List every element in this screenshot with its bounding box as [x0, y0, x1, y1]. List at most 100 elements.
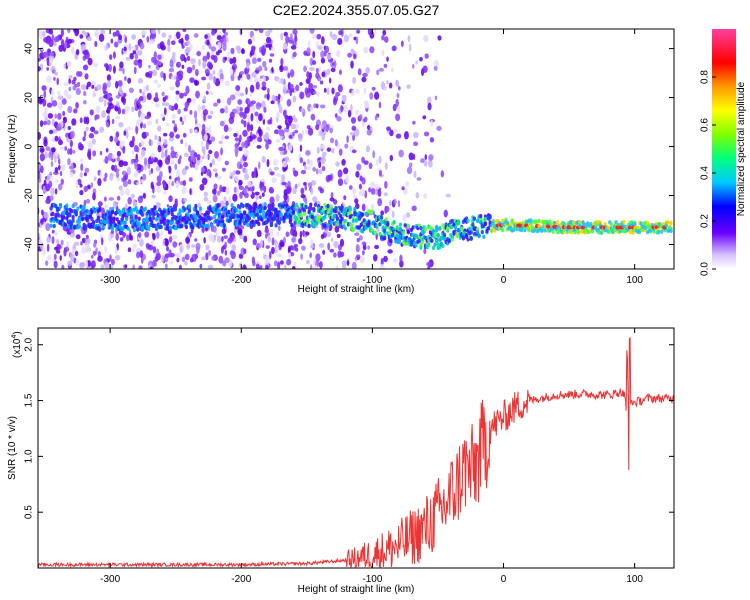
spectrogram-signal-cell [472, 216, 477, 221]
spectrogram-noise-cell [146, 36, 150, 43]
spectrogram-noise-cell [45, 183, 51, 192]
spectrogram-noise-cell [103, 99, 107, 108]
spectrogram-signal-cell [63, 222, 67, 227]
spectrogram-noise-cell [82, 136, 86, 142]
spectrogram-noise-cell [135, 120, 139, 127]
spectrogram-noise-cell [184, 165, 189, 170]
spectrogram-noise-cell [50, 147, 56, 153]
spectrogram-noise-cell [184, 101, 189, 109]
spectrogram-noise-cell [299, 157, 304, 164]
spectrogram-noise-cell [167, 230, 172, 235]
spectrogram-noise-cell [283, 31, 289, 37]
spectrogram-noise-cell [64, 41, 68, 49]
spectrogram-noise-cell [219, 78, 224, 83]
spectrogram-noise-cell [194, 129, 198, 134]
spectrogram-noise-cell [216, 175, 222, 180]
spectrogram-noise-cell [49, 195, 54, 201]
spectrogram-noise-cell [169, 59, 174, 68]
spectrogram-noise-cell [147, 156, 152, 165]
spectrogram-noise-cell [328, 77, 332, 84]
spectrogram-noise-cell [51, 236, 55, 245]
spectrogram-noise-cell [313, 265, 318, 269]
spectrogram-noise-cell [412, 120, 416, 125]
spectrogram-noise-cell [177, 108, 182, 115]
spectrogram-noise-cell [259, 195, 262, 200]
spectrogram-noise-cell [243, 235, 248, 243]
spectrogram-signal-cell [134, 206, 138, 211]
spectrogram-noise-cell [67, 260, 73, 266]
spectrogram-noise-cell [174, 163, 178, 170]
spectrogram-noise-cell [352, 133, 356, 141]
spectrogram-noise-cell [276, 173, 282, 178]
spectrogram-signal-cell [153, 205, 157, 211]
spectrogram-noise-cell [372, 150, 376, 159]
spectrogram-noise-cell [335, 161, 340, 167]
spectrogram-signal-cell [589, 222, 593, 227]
spectrogram-noise-cell [244, 173, 250, 181]
y-tick-label: 0 [24, 143, 35, 149]
spectrogram-noise-cell [79, 171, 83, 179]
spectrogram-noise-cell [54, 167, 59, 173]
snr-y-ticks: 0.5 1.0 1.5 2.0 [24, 337, 674, 519]
spectrogram-signal-cell [433, 232, 437, 237]
spectrogram-noise-cell [123, 92, 127, 98]
spectrogram-noise-cell [391, 67, 394, 73]
spectrogram-noise-cell [261, 81, 267, 87]
spectrogram-noise-cell [202, 55, 208, 63]
spectrogram-noise-cell [213, 75, 217, 84]
spectrogram-noise-cell [65, 36, 69, 42]
spectrogram-signal-cell [603, 221, 607, 227]
spectrogram-signal-cell [304, 204, 308, 210]
x-tick-label: 100 [626, 275, 643, 286]
spectrogram-y-label: Frequency (Hz) [7, 115, 18, 184]
spectrogram-noise-cell [176, 257, 180, 263]
spectrogram-noise-cell [111, 118, 115, 125]
spectrogram-signal-cell [263, 202, 267, 207]
spectrogram-noise-cell [251, 57, 257, 65]
spectrogram-noise-cell [167, 44, 171, 53]
spectrogram-noise-cell [322, 126, 329, 131]
spectrogram-noise-cell [280, 32, 284, 41]
spectrogram-noise-cell [132, 243, 137, 249]
spectrogram-noise-cell [338, 30, 344, 36]
spectrogram-signal-cell [523, 227, 527, 233]
spectrogram-noise-cell [168, 67, 175, 73]
spectrogram-noise-cell [400, 40, 404, 47]
spectrogram-signal-cell [230, 203, 234, 208]
spectrogram-noise-cell [76, 70, 81, 77]
spectrogram-noise-cell [178, 264, 183, 269]
spectrogram-noise-cell [169, 260, 174, 265]
spectrogram-noise-cell [146, 92, 152, 101]
spectrogram-noise-cell [173, 35, 177, 41]
spectrogram-noise-cell [152, 246, 157, 254]
spectrogram-noise-cell [184, 57, 187, 63]
spectrogram-noise-cell [422, 65, 428, 73]
spectrogram-noise-cell [219, 120, 225, 127]
spectrogram-noise-cell [127, 179, 132, 185]
spectrogram-noise-cell [339, 238, 345, 247]
spectrogram-noise-cell [309, 252, 312, 259]
spectrogram-noise-cell [224, 249, 228, 256]
spectrogram-noise-cell [52, 128, 58, 134]
spectrogram-noise-cell [84, 73, 89, 80]
spectrogram-noise-cell [239, 164, 243, 169]
spectrogram-noise-cell [112, 65, 116, 74]
spectrogram-signal-cell [348, 210, 352, 215]
spectrogram-noise-cell [56, 77, 59, 86]
spectrogram-noise-cell [201, 256, 206, 261]
spectrogram-signal-cell [411, 225, 415, 230]
spectrogram-noise-cell [227, 237, 233, 244]
spectrogram-signal-cell [348, 206, 352, 211]
spectrogram-noise-cell [260, 178, 266, 183]
spectrogram-noise-cell [170, 159, 175, 165]
spectrogram-noise-cell [170, 146, 174, 152]
spectrogram-noise-cell [293, 261, 297, 267]
spectrogram-noise-cell [38, 182, 42, 190]
spectrogram-noise-cell [95, 105, 101, 113]
spectrogram-signal-cell [243, 210, 247, 215]
spectrogram-noise-cell [384, 162, 388, 171]
spectrogram-signal-cell [307, 223, 311, 229]
spectrogram-noise-cell [298, 237, 303, 245]
spectrogram-noise-cell [221, 236, 224, 243]
spectrogram-noise-cell [338, 148, 343, 156]
